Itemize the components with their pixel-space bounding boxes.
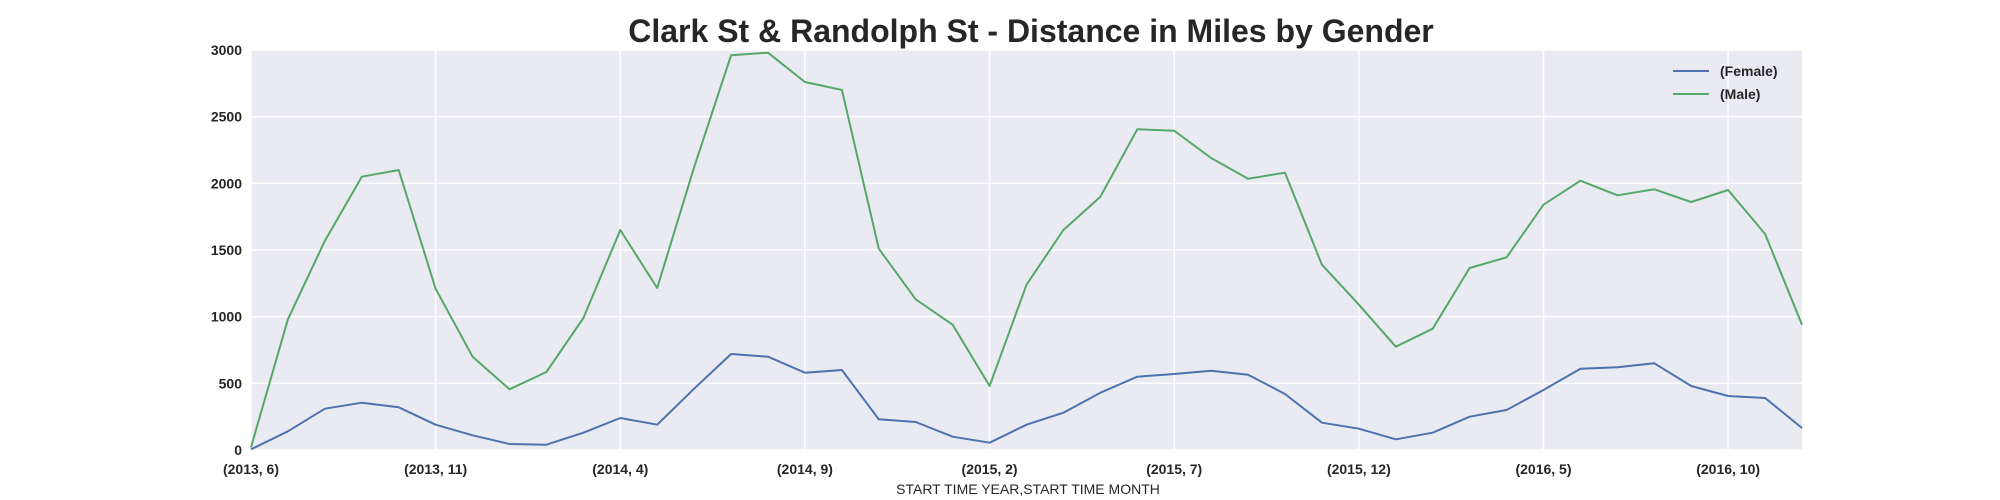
x-tick-label: (2014, 9) [777,461,833,477]
y-axis-ticks: 0 500 1000 1500 2000 2500 3000 [211,42,242,458]
x-tick-label: (2015, 2) [962,461,1018,477]
legend: (Female) (Male) [1673,63,1778,102]
x-tick-label: (2015, 12) [1327,461,1391,477]
x-tick-label: (2013, 6) [223,461,279,477]
y-tick-label: 3000 [211,42,242,58]
chart-title: Clark St & Randolph St - Distance in Mil… [628,13,1433,49]
y-tick-label: 1500 [211,242,242,258]
x-tick-label: (2013, 11) [404,461,467,477]
y-tick-label: 2500 [211,109,242,125]
y-tick-label: 0 [234,442,242,458]
x-tick-label: (2016, 5) [1515,461,1571,477]
series-line-female [250,353,1803,451]
x-tick-label: (2015, 7) [1146,461,1202,477]
x-axis-ticks: (2013, 6) (2013, 11) (2014, 4) (2014, 9) (20… [223,461,1760,477]
series-line-male [250,51,1803,448]
series-lines [250,51,1803,451]
x-tick-label: (2016, 10) [1696,461,1760,477]
x-axis-label: START TIME YEAR,START TIME MONTH [896,481,1160,497]
x-tick-label: (2014, 4) [592,461,648,477]
legend-label-male: (Male) [1720,86,1760,102]
y-tick-label: 2000 [211,175,242,191]
legend-label-female: (Female) [1720,63,1778,79]
y-tick-label: 500 [219,375,243,391]
grid-lines [250,49,1802,451]
y-tick-label: 1000 [211,309,242,325]
